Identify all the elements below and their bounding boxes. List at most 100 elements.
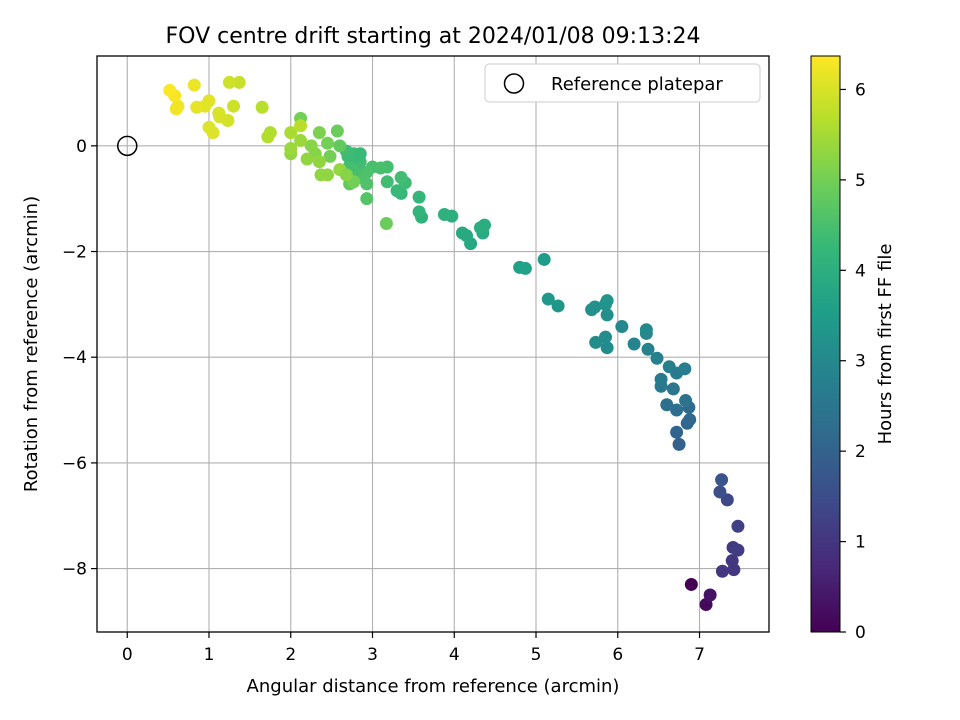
- colorbar-label: Hours from first FF file: [875, 244, 896, 445]
- data-point: [232, 75, 246, 89]
- data-point: [163, 83, 177, 97]
- x-tick-label: 0: [122, 645, 133, 665]
- data-point: [212, 106, 226, 120]
- data-point: [600, 341, 614, 355]
- reference-platepar-marker: [116, 135, 138, 157]
- data-point: [261, 130, 275, 144]
- data-point: [294, 134, 308, 148]
- data-point: [412, 190, 426, 204]
- data-point: [713, 485, 727, 499]
- data-point: [312, 126, 326, 140]
- data-point: [518, 261, 532, 275]
- y-tick-label: −6: [62, 454, 87, 474]
- x-tick-label: 1: [204, 645, 215, 665]
- data-point: [678, 362, 692, 376]
- data-point: [615, 320, 629, 334]
- y-axis-label: Rotation from reference (arcmin): [21, 196, 42, 492]
- data-point: [169, 102, 183, 116]
- data-point: [600, 308, 614, 322]
- x-tick-label: 7: [694, 645, 705, 665]
- data-point: [284, 141, 298, 155]
- data-point: [312, 155, 326, 169]
- x-axis: 0 1 2 3 4 5 6 7: [122, 632, 705, 665]
- data-point: [650, 351, 664, 365]
- data-point: [321, 168, 335, 182]
- data-point: [660, 398, 674, 412]
- data-point: [222, 75, 236, 89]
- data-point: [437, 208, 451, 222]
- colorbar-tick-label: 6: [855, 80, 866, 100]
- x-axis-label: Angular distance from reference (arcmin): [247, 676, 620, 697]
- x-tick-label: 2: [285, 645, 296, 665]
- data-point: [679, 394, 693, 408]
- colorbar-tick-label: 1: [855, 533, 866, 553]
- data-point: [703, 588, 717, 602]
- data-point: [683, 413, 697, 427]
- data-point: [227, 99, 241, 113]
- colorbar-gradient: [810, 55, 841, 633]
- data-point: [715, 564, 729, 578]
- colorbar-tick-label: 2: [855, 442, 866, 462]
- chart-title: FOV centre drift starting at 2024/01/08 …: [166, 24, 701, 49]
- data-point: [551, 299, 565, 313]
- data-point: [588, 300, 602, 314]
- data-point: [360, 192, 374, 206]
- data-point: [333, 139, 347, 153]
- data-point: [666, 382, 680, 396]
- legend-entry-reference: Reference platepar: [551, 74, 723, 95]
- y-tick-label: −2: [62, 243, 87, 263]
- y-tick-label: 0: [76, 137, 87, 157]
- data-point: [190, 100, 204, 114]
- data-point: [284, 126, 298, 140]
- colorbar-tick-label: 3: [855, 352, 866, 372]
- data-point: [670, 425, 684, 439]
- data-point: [725, 554, 739, 568]
- data-point: [641, 342, 655, 356]
- legend-box: [484, 63, 761, 103]
- data-point: [255, 100, 269, 114]
- data-point: [715, 473, 729, 487]
- data-points: [163, 75, 745, 612]
- data-point: [412, 205, 426, 219]
- y-axis: −8 −6 −4 −2 0: [62, 137, 97, 580]
- data-point: [206, 126, 220, 140]
- x-tick-label: 6: [612, 645, 623, 665]
- data-point: [639, 323, 653, 337]
- x-tick-label: 5: [531, 645, 542, 665]
- data-point: [731, 543, 745, 557]
- data-point: [294, 119, 308, 133]
- grid-lines: [97, 56, 769, 632]
- data-point: [323, 149, 337, 163]
- y-tick-label: −8: [62, 560, 87, 580]
- colorbar-tick-label: 4: [855, 261, 866, 281]
- data-point: [394, 171, 408, 185]
- data-point: [672, 437, 686, 451]
- x-tick-label: 3: [367, 645, 378, 665]
- data-point: [380, 175, 394, 189]
- data-point: [390, 184, 404, 198]
- colorbar: 0 1 2 3 4 5 6 Hours from first FF file: [810, 55, 896, 643]
- data-point: [684, 577, 698, 591]
- data-point: [541, 292, 555, 306]
- data-point: [339, 168, 353, 182]
- colorbar-ticks: 0 1 2 3 4 5 6: [840, 80, 866, 643]
- reference-marker-group: [116, 135, 138, 157]
- data-point: [321, 136, 335, 150]
- data-point: [379, 217, 393, 231]
- data-point: [654, 372, 668, 386]
- legend-marker-icon: [503, 73, 525, 94]
- data-point: [187, 78, 201, 92]
- data-point: [627, 337, 641, 351]
- colorbar-tick-label: 0: [855, 623, 866, 643]
- data-point: [537, 252, 551, 266]
- data-point: [598, 330, 612, 344]
- data-point: [589, 335, 603, 349]
- x-tick-label: 4: [449, 645, 460, 665]
- legend: Reference platepar: [484, 63, 761, 103]
- data-point: [731, 519, 745, 533]
- data-point: [670, 403, 684, 417]
- colorbar-tick-label: 5: [855, 171, 866, 191]
- data-point: [300, 152, 314, 166]
- y-tick-label: −4: [62, 348, 87, 368]
